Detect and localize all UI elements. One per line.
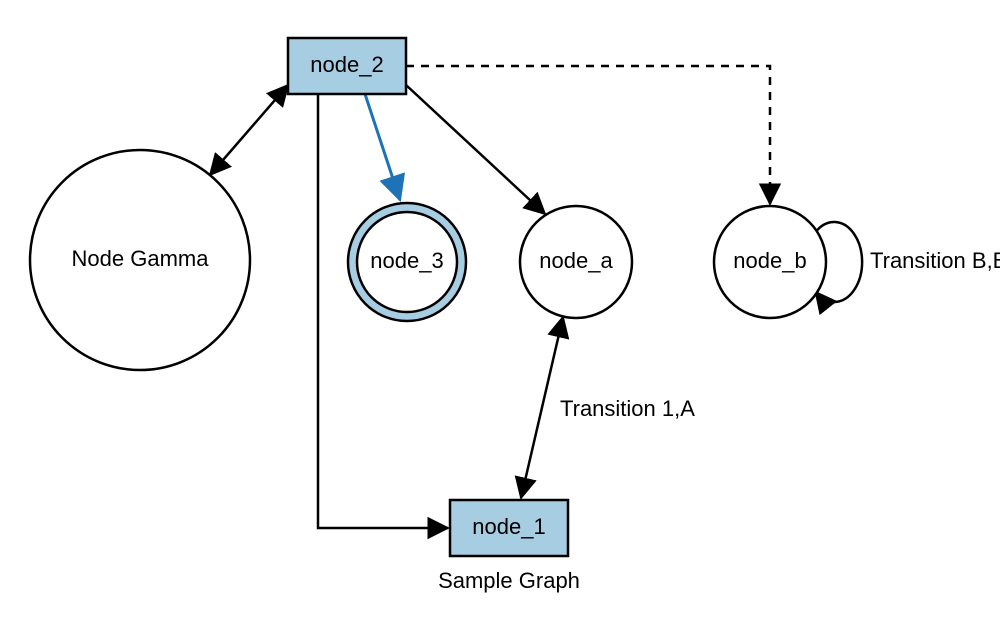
edge-label-e_b_b: Transition B,B	[870, 248, 1000, 273]
node-node_gamma: Node Gamma	[30, 150, 250, 370]
node-node_1: node_1	[450, 500, 568, 556]
edge-label-e_a_1: Transition 1,A	[560, 396, 695, 421]
node-node_a: node_a	[520, 206, 632, 318]
node-label-node_b: node_b	[733, 248, 806, 273]
nodes-layer: Node Gamma node_2 node_3 node_a node_b node_1	[30, 38, 826, 556]
edge-e_2_3	[365, 94, 400, 200]
node-node_2: node_2	[288, 38, 406, 94]
diagram-caption: Sample Graph	[438, 568, 580, 593]
node-label-node_1: node_1	[472, 514, 545, 539]
node-label-node_2: node_2	[310, 52, 383, 77]
node-label-node_3: node_3	[370, 248, 443, 273]
node-node_b: node_b	[714, 206, 826, 318]
node-label-node_gamma: Node Gamma	[72, 246, 210, 271]
edge-e_a_1	[521, 317, 563, 498]
edge-e_gamma_2	[210, 85, 288, 175]
node-label-node_a: node_a	[539, 248, 613, 273]
diagram-canvas: Node Gamma node_2 node_3 node_a node_b node_1…	[0, 0, 1000, 637]
node-node_3: node_3	[348, 203, 466, 321]
edge-e_2_a	[406, 85, 545, 214]
